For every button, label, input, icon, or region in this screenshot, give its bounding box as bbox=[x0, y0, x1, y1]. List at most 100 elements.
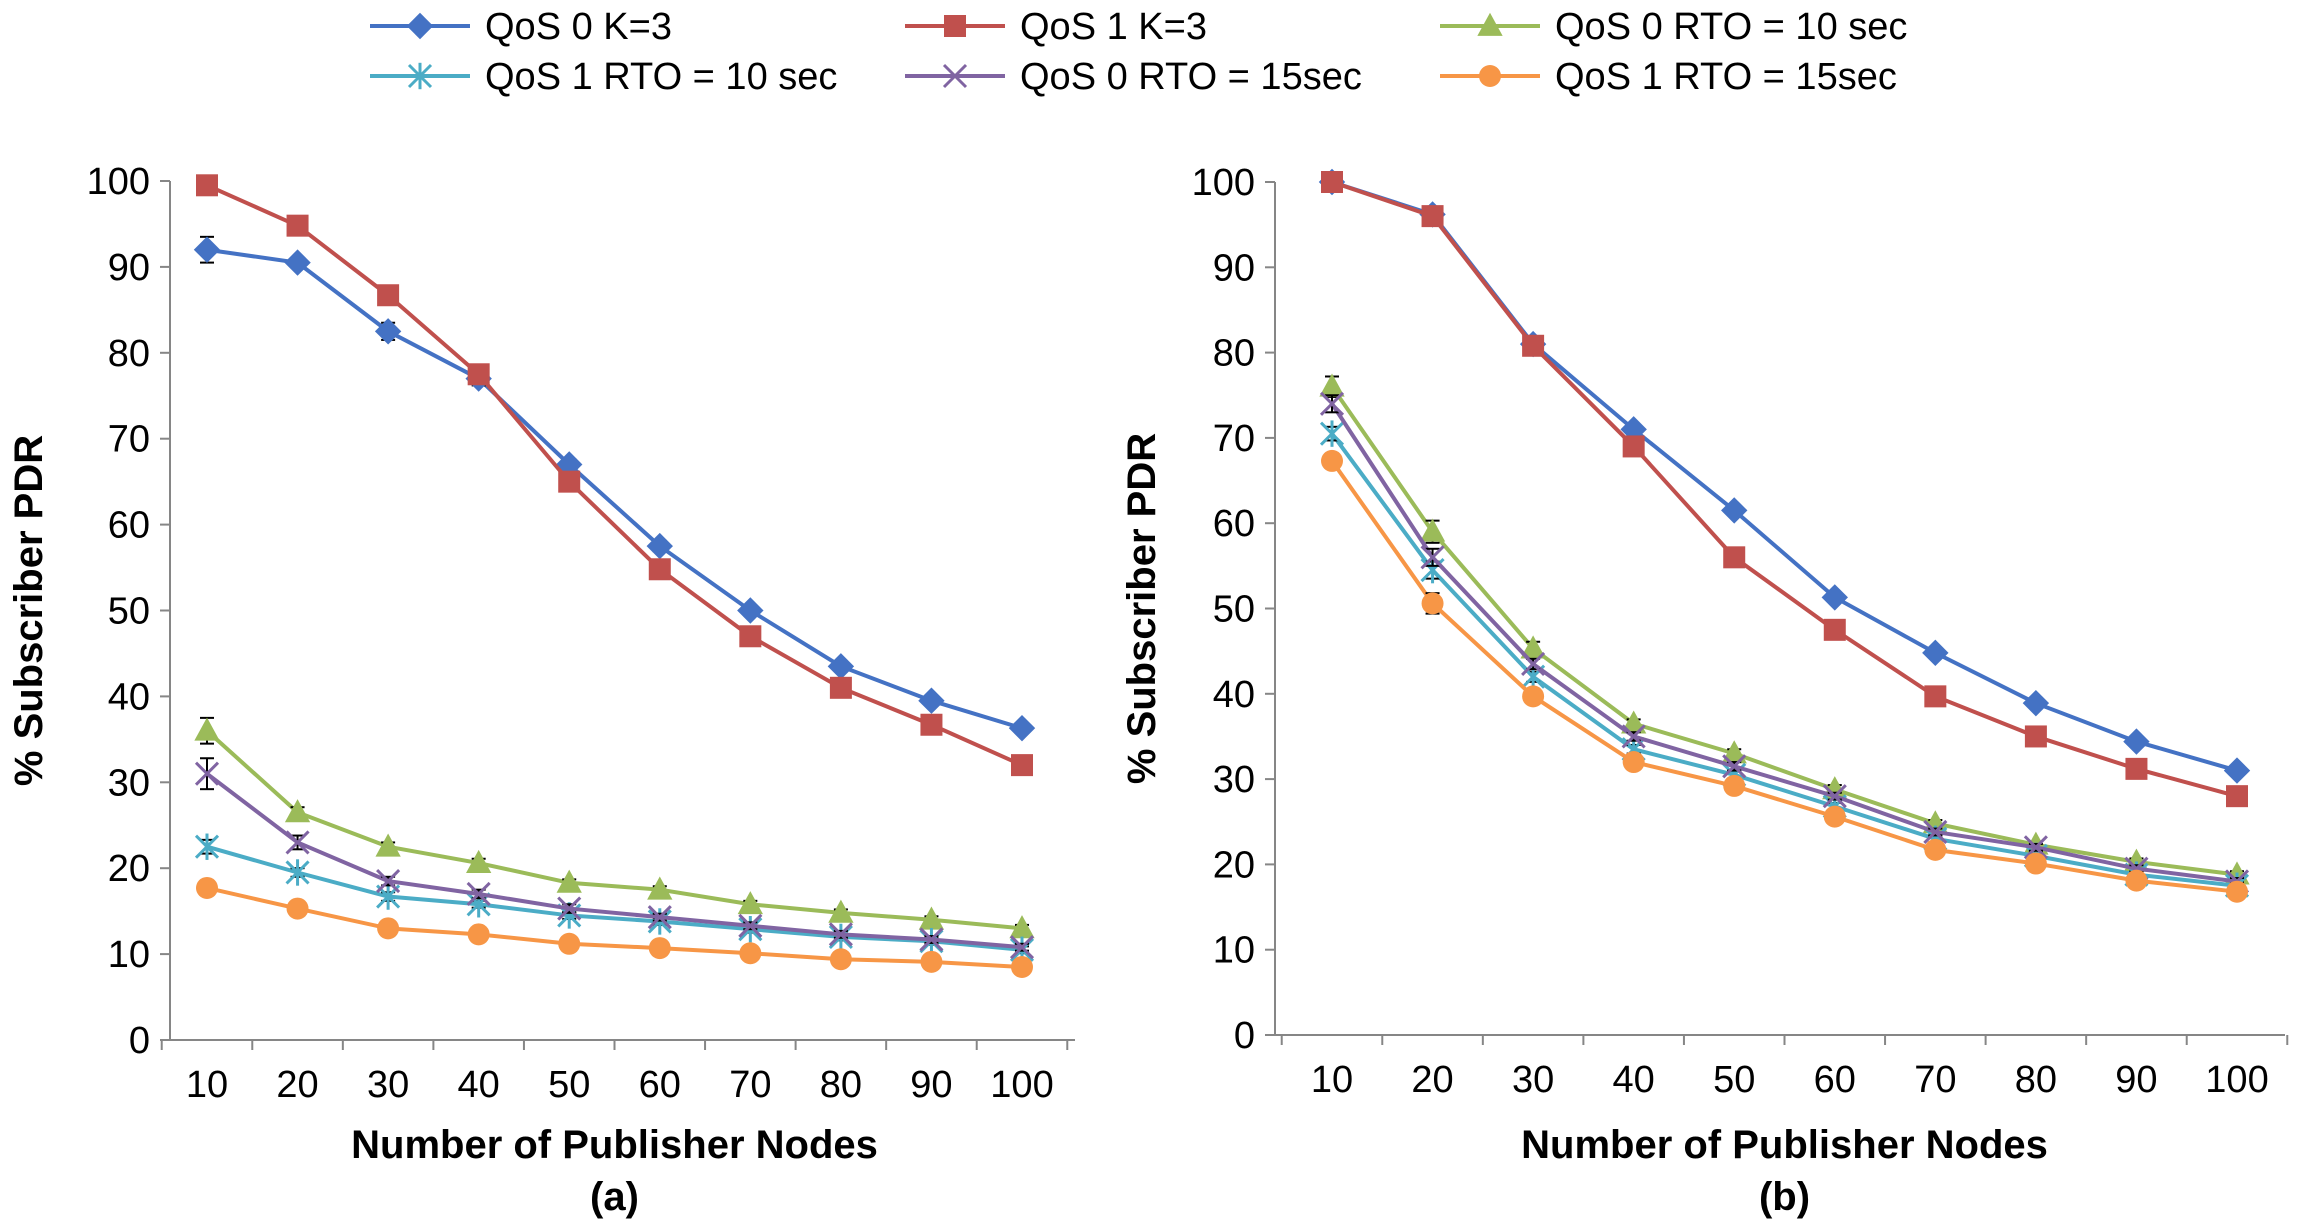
legend: QoS 0 K=3 QoS 1 K=3 QoS 0 RTO = 10 sec QoS … bbox=[370, 6, 1907, 98]
x-tick-label: 50 bbox=[1713, 1059, 1755, 1101]
series-line bbox=[1330, 402, 2238, 884]
data-point bbox=[558, 470, 581, 493]
y-tick-label: 90 bbox=[1213, 247, 1255, 289]
data-point bbox=[467, 363, 490, 386]
data-point bbox=[1822, 784, 1847, 809]
data-point bbox=[1622, 435, 1645, 458]
series-line bbox=[1331, 180, 2238, 799]
data-point bbox=[739, 942, 762, 965]
series-line bbox=[1330, 385, 2238, 877]
data-point bbox=[829, 676, 852, 699]
chart-caption: (a) bbox=[590, 1175, 639, 1219]
data-point bbox=[1923, 819, 1948, 845]
data-point bbox=[827, 653, 855, 680]
x-tick-label: 80 bbox=[820, 1064, 862, 1106]
data-point bbox=[737, 597, 764, 624]
y-tick-label: 70 bbox=[108, 419, 150, 461]
y-tick-label: 30 bbox=[108, 762, 150, 804]
data-point bbox=[194, 717, 220, 741]
data-point bbox=[1011, 955, 1033, 978]
data-point bbox=[647, 905, 672, 930]
data-point bbox=[284, 799, 311, 823]
data-point bbox=[1321, 171, 1343, 193]
data-point bbox=[2123, 728, 2150, 755]
legend-item: QoS 0 RTO = 10 sec bbox=[1440, 6, 1907, 48]
data-point bbox=[828, 899, 854, 923]
data-point bbox=[1319, 391, 1345, 416]
data-point bbox=[466, 881, 491, 907]
data-point bbox=[2024, 725, 2047, 748]
data-point bbox=[1522, 334, 1545, 357]
y-tick-label: 60 bbox=[108, 505, 150, 547]
x-tick-label: 90 bbox=[2115, 1059, 2157, 1101]
data-point bbox=[467, 923, 490, 946]
y-tick-label: 10 bbox=[1213, 930, 1255, 972]
data-point bbox=[920, 713, 943, 736]
y-tick-label: 40 bbox=[1213, 674, 1255, 716]
data-point bbox=[377, 284, 400, 307]
x-tick-label: 20 bbox=[276, 1064, 318, 1106]
series-line bbox=[206, 844, 1023, 952]
series-line bbox=[205, 729, 1023, 931]
data-point bbox=[918, 906, 945, 930]
y-axis-title: % Subscriber PDR bbox=[1120, 433, 1164, 784]
data-point bbox=[196, 876, 218, 899]
y-tick-label: 50 bbox=[1213, 589, 1255, 631]
data-point bbox=[646, 532, 673, 560]
data-point bbox=[1723, 546, 1746, 569]
x-tick-label: 100 bbox=[990, 1064, 1053, 1106]
data-point bbox=[648, 937, 671, 960]
series bbox=[1319, 391, 2250, 894]
data-point bbox=[2125, 869, 2148, 892]
legend-item: QoS 1 RTO = 15sec bbox=[1440, 56, 1897, 98]
data-point bbox=[2024, 852, 2047, 875]
data-point bbox=[466, 849, 492, 873]
series-line bbox=[206, 183, 1023, 767]
data-point bbox=[1621, 710, 1647, 734]
y-tick-label: 80 bbox=[108, 333, 150, 375]
chart-caption: (b) bbox=[1759, 1175, 1810, 1219]
x-tick-label: 100 bbox=[2205, 1059, 2268, 1101]
series-line bbox=[205, 772, 1023, 950]
data-point bbox=[284, 249, 311, 276]
series bbox=[196, 876, 1033, 978]
series-line bbox=[1330, 432, 2238, 888]
y-tick-label: 30 bbox=[1213, 759, 1255, 801]
y-tick-label: 20 bbox=[1213, 844, 1255, 886]
data-point bbox=[1008, 714, 1036, 742]
data-point bbox=[1319, 420, 1345, 447]
data-point bbox=[1823, 618, 1846, 641]
legend-label: QoS 1 K=3 bbox=[1020, 6, 1207, 48]
data-point bbox=[286, 214, 309, 237]
data-point bbox=[920, 950, 943, 973]
series bbox=[1321, 171, 2248, 808]
x-tick-label: 60 bbox=[639, 1064, 681, 1106]
data-point bbox=[919, 927, 944, 952]
series bbox=[1321, 449, 2248, 903]
y-axis-title: % Subscriber PDR bbox=[7, 435, 51, 786]
legend-item: QoS 0 RTO = 15sec bbox=[905, 56, 1362, 98]
y-tick-label: 60 bbox=[1213, 503, 1255, 545]
data-point bbox=[1520, 635, 1546, 659]
series bbox=[196, 174, 1033, 777]
series bbox=[194, 716, 1035, 939]
x-axis-title: Number of Publisher Nodes bbox=[1521, 1123, 2048, 1167]
circle-icon bbox=[1479, 65, 1501, 87]
data-point bbox=[376, 869, 401, 894]
x-tick-label: 30 bbox=[1512, 1059, 1554, 1101]
data-point bbox=[2223, 757, 2251, 784]
chart-a: 0 10 20 30 40 50 60 70 80 90 100 10 20 30 40 50 60 70 80 90… bbox=[7, 161, 1075, 1219]
x-tick-label: 40 bbox=[458, 1064, 500, 1106]
data-point bbox=[557, 896, 582, 921]
y-tick-label: 80 bbox=[1213, 333, 1255, 375]
legend-label: QoS 0 RTO = 15sec bbox=[1020, 56, 1362, 98]
data-point bbox=[285, 830, 310, 855]
data-point bbox=[648, 558, 671, 581]
series bbox=[194, 757, 1035, 960]
data-point bbox=[2022, 689, 2050, 717]
x-tick-label: 20 bbox=[1411, 1059, 1453, 1101]
data-point bbox=[286, 897, 309, 920]
series-line bbox=[206, 886, 1023, 969]
data-point bbox=[1924, 685, 1947, 708]
